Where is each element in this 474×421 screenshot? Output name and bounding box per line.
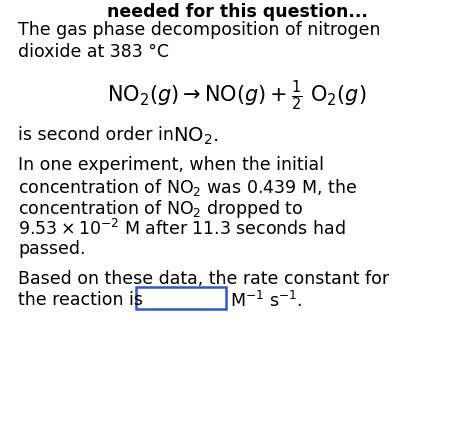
- Text: dioxide at 383 °C: dioxide at 383 °C: [18, 43, 169, 61]
- Text: $\mathrm{M^{-1}\ s^{-1}}$.: $\mathrm{M^{-1}\ s^{-1}}$.: [230, 291, 302, 311]
- Text: passed.: passed.: [18, 240, 85, 258]
- Text: $\mathrm{NO_2}(g) \rightarrow \mathrm{NO}(g) + \frac{1}{2}\ \mathrm{O_2}(g)$: $\mathrm{NO_2}(g) \rightarrow \mathrm{NO…: [107, 78, 367, 112]
- Text: $9.53 \times 10^{-2}$ M after 11.3 seconds had: $9.53 \times 10^{-2}$ M after 11.3 secon…: [18, 219, 346, 239]
- Text: is second order in: is second order in: [18, 126, 179, 144]
- Text: concentration of $\mathrm{NO_2}$ dropped to: concentration of $\mathrm{NO_2}$ dropped…: [18, 198, 303, 220]
- Text: The gas phase decomposition of nitrogen: The gas phase decomposition of nitrogen: [18, 21, 381, 39]
- Text: the reaction is: the reaction is: [18, 291, 148, 309]
- Text: Based on these data, the rate constant for: Based on these data, the rate constant f…: [18, 270, 389, 288]
- Text: $\mathrm{NO_2}$.: $\mathrm{NO_2}$.: [173, 126, 219, 147]
- Text: concentration of $\mathrm{NO_2}$ was 0.439 M, the: concentration of $\mathrm{NO_2}$ was 0.4…: [18, 177, 357, 198]
- Text: needed for this question...: needed for this question...: [107, 3, 367, 21]
- FancyBboxPatch shape: [136, 287, 226, 309]
- Text: In one experiment, when the initial: In one experiment, when the initial: [18, 156, 324, 174]
